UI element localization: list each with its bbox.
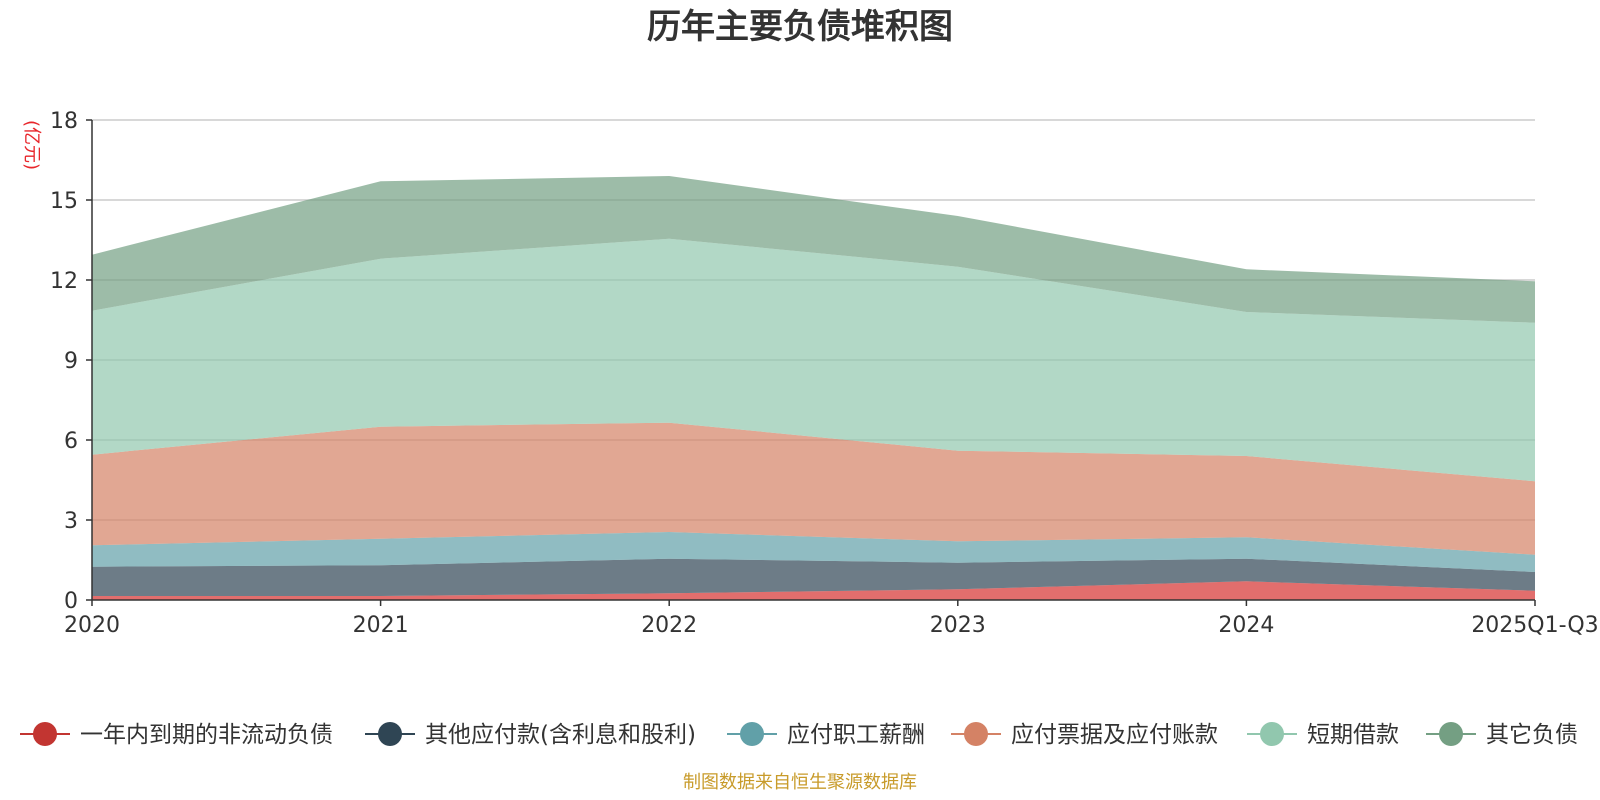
x-tick-label: 2022 bbox=[641, 613, 697, 638]
legend-marker bbox=[378, 722, 402, 746]
chart-title: 历年主要负债堆积图 bbox=[647, 7, 953, 47]
x-tick-label: 2020 bbox=[64, 613, 120, 638]
legend-label: 其它负债 bbox=[1486, 722, 1578, 748]
y-tick-label: 18 bbox=[50, 109, 78, 134]
legend-label: 一年内到期的非流动负债 bbox=[80, 722, 333, 748]
area-series-layer bbox=[92, 176, 1535, 600]
legend-marker bbox=[964, 722, 988, 746]
area-series-1[interactable] bbox=[92, 581, 1535, 600]
legend-item-1[interactable]: 一年内到期的非流动负债 bbox=[20, 722, 333, 748]
y-tick-label: 15 bbox=[50, 189, 78, 214]
y-axis-unit-label: (亿元) bbox=[21, 120, 42, 170]
y-tick-label: 0 bbox=[64, 589, 78, 614]
y-tick-label: 12 bbox=[50, 269, 78, 294]
legend[interactable]: 一年内到期的非流动负债 其他应付款(含利息和股利) 应付职工薪酬 应付票据及应付账款 短… bbox=[20, 722, 1578, 748]
area-series-5[interactable] bbox=[92, 238, 1535, 482]
x-tick-label: 2021 bbox=[353, 613, 409, 638]
legend-item-6[interactable]: 其它负债 bbox=[1426, 722, 1578, 748]
y-tick-label: 6 bbox=[64, 429, 78, 454]
legend-item-4[interactable]: 应付票据及应付账款 bbox=[951, 722, 1218, 748]
legend-item-2[interactable]: 其他应付款(含利息和股利) bbox=[365, 722, 696, 748]
data-source-note: 制图数据来自恒生聚源数据库 bbox=[683, 772, 917, 793]
legend-label: 应付票据及应付账款 bbox=[1011, 722, 1218, 748]
legend-item-5[interactable]: 短期借款 bbox=[1247, 722, 1399, 748]
legend-marker bbox=[33, 722, 57, 746]
legend-item-3[interactable]: 应付职工薪酬 bbox=[727, 722, 925, 748]
legend-marker bbox=[740, 722, 764, 746]
legend-label: 短期借款 bbox=[1307, 722, 1399, 748]
axes: 0 3 6 9 12 15 18 2020 2021 2022 2023 2024 2025Q1-Q3 bbox=[50, 109, 1599, 638]
legend-label: 应付职工薪酬 bbox=[787, 722, 925, 748]
area-series-3[interactable] bbox=[92, 532, 1535, 572]
y-tick-label: 9 bbox=[64, 349, 78, 374]
area-series-6[interactable] bbox=[92, 176, 1535, 323]
y-tick-label: 3 bbox=[64, 509, 78, 534]
x-tick-label: 2025Q1-Q3 bbox=[1471, 613, 1598, 638]
x-tick-label: 2023 bbox=[930, 613, 986, 638]
area-series-2[interactable] bbox=[92, 558, 1535, 596]
legend-label: 其他应付款(含利息和股利) bbox=[425, 722, 696, 748]
area-series-4[interactable] bbox=[92, 422, 1535, 555]
legend-marker bbox=[1260, 722, 1284, 746]
x-tick-label: 2024 bbox=[1218, 613, 1274, 638]
legend-marker bbox=[1439, 722, 1463, 746]
